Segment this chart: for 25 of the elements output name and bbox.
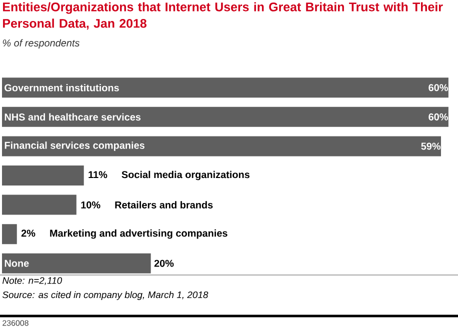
y-tick-label: Government institutions <box>4 84 119 92</box>
bar <box>2 106 448 127</box>
chart-title: Entities/Organizations that Internet Users in Great Britain Trust with Their Personal Data, Jan 2018 <box>3 2 443 30</box>
bar <box>2 194 76 215</box>
data-label: 10% <box>81 201 100 208</box>
y-tick-label: Marketing and advertising companies <box>50 229 228 239</box>
y-tick-label: Retailers and brands <box>115 201 213 208</box>
bar <box>2 253 151 274</box>
bar <box>2 78 448 98</box>
annotation: Note: n=2,110 <box>2 277 62 286</box>
data-label: 60% <box>428 113 448 120</box>
data-label: 2% <box>21 230 36 237</box>
data-label: 59% <box>421 142 441 150</box>
bar <box>2 166 84 186</box>
y-tick-label: Social media organizations <box>122 170 250 180</box>
bar <box>2 136 441 156</box>
chart-subtitle: % of respondents <box>2 39 80 48</box>
bar <box>2 224 17 244</box>
y-tick-label: NHS and healthcare services <box>4 113 141 121</box>
y-tick-label: None <box>4 260 29 267</box>
data-label: 11% <box>88 171 108 178</box>
source-note: Source: as cited in company blog, March 1, 2018 <box>2 291 208 300</box>
y-tick-label: Financial services companies <box>4 142 144 151</box>
data-label: 60% <box>428 84 448 92</box>
data-label: 20% <box>154 260 174 267</box>
